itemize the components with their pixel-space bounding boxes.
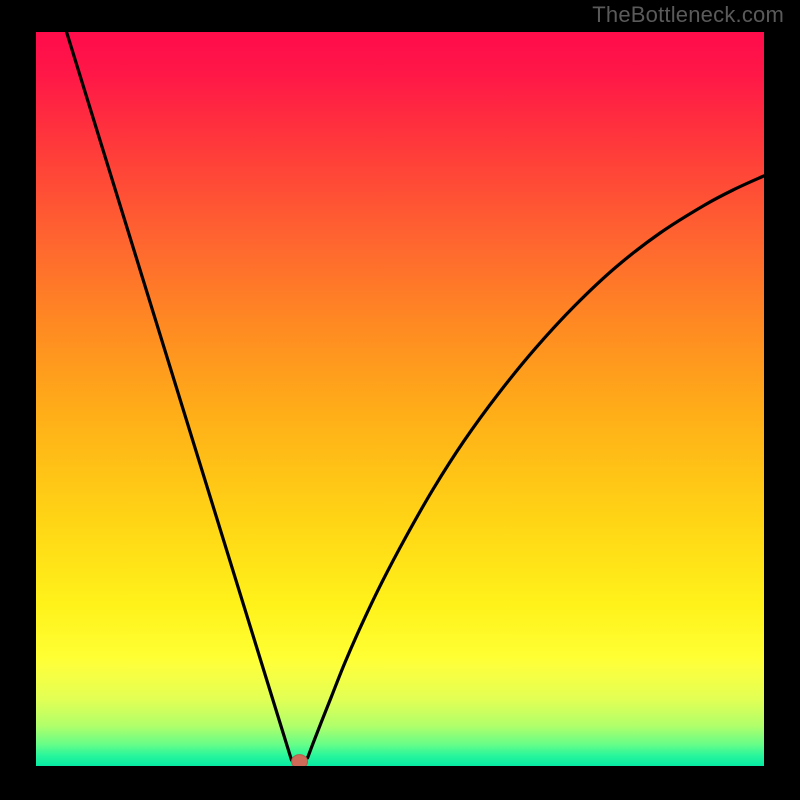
- chart-svg: [36, 32, 764, 766]
- watermark-text: TheBottleneck.com: [592, 2, 784, 28]
- plot-area: [36, 32, 764, 766]
- bottleneck-curve: [67, 32, 764, 760]
- optimal-point-marker: [292, 755, 308, 766]
- chart-frame: TheBottleneck.com: [0, 0, 800, 800]
